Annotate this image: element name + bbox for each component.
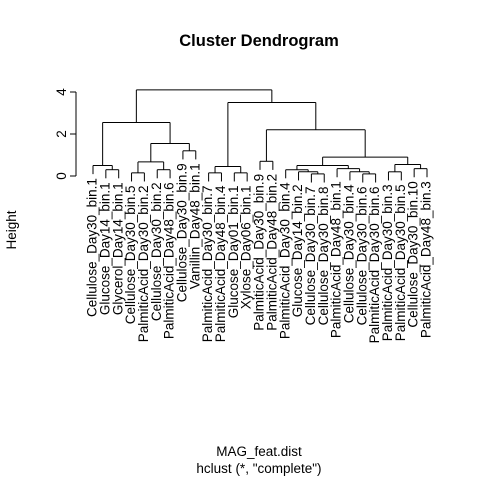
y-tick-label: 2 bbox=[54, 130, 69, 138]
subtitle: hclust (*, "complete") bbox=[196, 461, 321, 476]
leaf-label: PalmiticAcid_Day30_bin.5 bbox=[393, 184, 408, 341]
leaf-label: Cellulose_Day30_bin.6 bbox=[354, 187, 369, 326]
leaf-label: Vanillin_Day48_bin.1 bbox=[187, 163, 202, 289]
y-tick-label: 4 bbox=[54, 88, 69, 96]
leaf-label: Cellulose_Day30_bin.2 bbox=[149, 182, 164, 321]
leaf-label: Glucose_Day14_bin.1 bbox=[97, 182, 112, 315]
leaf-label: PalmiticAcid_Day30_bin.6 bbox=[367, 187, 382, 344]
leaf-label: Glucose_Day01_bin.1 bbox=[226, 185, 241, 318]
leaf-label: PalmiticAcid_Day48_bin.3 bbox=[419, 181, 434, 338]
leaf-label: Cellulose_Day30_bin.7 bbox=[303, 187, 318, 326]
leaf-label: Xylose_Day06_bin.1 bbox=[239, 185, 254, 309]
leaf-label: Glycerol_Day14_bin.1 bbox=[110, 182, 125, 315]
leaf-label: PalmiticAcid_Day48_bin.1 bbox=[329, 181, 344, 338]
leaf-label: Glucose_Day14_bin.2 bbox=[290, 184, 305, 317]
leaf-label: PalmiticAcid_Day48_bin.6 bbox=[162, 182, 177, 339]
y-tick-label: 0 bbox=[54, 172, 69, 180]
y-axis-label: Height bbox=[4, 210, 19, 249]
leaf-label: PalmiticAcid_Day30_bin.4 bbox=[277, 182, 292, 339]
leaf-label: Cellulose_Day30_bin.8 bbox=[316, 187, 331, 326]
leaf-label: PalmiticAcid_Day30_bin.3 bbox=[380, 184, 395, 341]
chart-title: Cluster Dendrogram bbox=[179, 32, 339, 50]
leaf-label: PalmiticAcid_Day30_bin.2 bbox=[136, 185, 151, 342]
leaf-label: Cellulose_Day30_bin.4 bbox=[341, 184, 356, 323]
x-axis-label: MAG_feat.dist bbox=[216, 444, 302, 459]
leaf-label: Cellulose_Day30_bin.9 bbox=[174, 163, 189, 302]
leaf-label: Cellulose_Day30_bin.10 bbox=[406, 181, 421, 327]
leaf-label: Cellulose_Day30_bin.5 bbox=[123, 185, 138, 324]
leaf-label: PalmiticAcid_Day48_bin.4 bbox=[213, 185, 228, 342]
leaf-label: PalmiticAcid_Day30_bin.7 bbox=[200, 185, 215, 342]
leaf-label: Cellulose_Day30_bin.1 bbox=[85, 178, 100, 317]
leaf-label: PalmiticAcid_Day30_bin.9 bbox=[252, 174, 267, 331]
leaf-label: PalmiticAcid_Day48_bin.2 bbox=[264, 174, 279, 331]
